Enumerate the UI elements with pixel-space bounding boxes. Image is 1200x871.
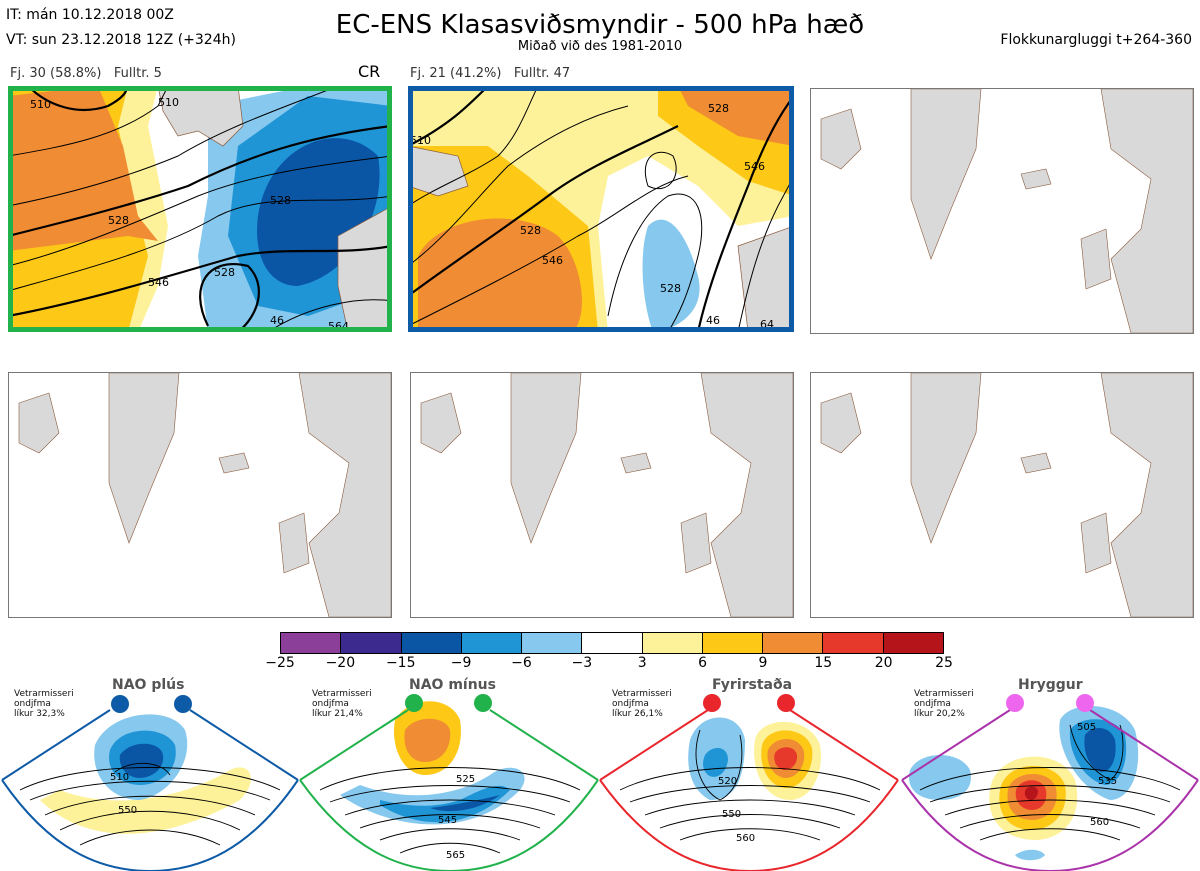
colorbar-tick-label: 6 [698,655,707,671]
empty-map-4[interactable] [8,372,392,618]
cluster-1-contour-label: 46 [270,314,284,327]
regime-1-contour-label: 550 [118,805,137,816]
regime-4-prob: líkur 20,2% [914,709,965,719]
regime-3-season: Vetrarmisseri [612,689,672,699]
regime-3-title: Fyrirstaða [712,677,793,693]
colorbar-segment [883,633,943,653]
colorbar-tick-label: 15 [814,655,833,671]
colorbar-tick-label: −3 [571,655,593,671]
regime-3-prob: líkur 26,1% [612,709,663,719]
regime-2-season: Vetrarmisseri [312,689,372,699]
cluster-1-tag: CR [358,62,381,81]
colorbar-tick-label: 3 [637,655,647,671]
regime-1-prob: líkur 32,3% [14,709,65,719]
regime-1-period: ondjfma [14,699,51,709]
cluster-2-contour-label: 546 [542,254,563,267]
cluster-1-contour-label: 528 [108,214,129,227]
cluster-2-border [408,86,794,332]
colorbar-segment [642,633,703,653]
regime-3-period: ondjfma [612,699,649,709]
cluster-2-contour-label: 528 [708,102,729,115]
regime-4-meta: Vetrarmisseri ondjfma líkur 20,2% [914,689,974,719]
cluster-2-map[interactable]: 510 528 528 546 528 546 46 64 [408,86,794,332]
initial-time: IT: mán 10.12.2018 00Z [6,7,174,23]
cluster-1-contour-label: 528 [214,266,235,279]
regime-2-contour-label: 545 [438,815,457,826]
cluster-1-representative: Fulltr. 5 [113,66,162,81]
cluster-2-contour-label: 546 [744,160,765,173]
regime-2-title: NAO mínus [409,677,496,693]
colorbar-tick-label: 9 [758,655,768,671]
regime-4-contour-label: 535 [1098,776,1117,787]
regime-2-contour-label: 525 [456,774,475,785]
cluster-1-map[interactable]: 510 510 528 546 528 528 46 564 [8,86,392,332]
colorbar-segment [823,633,884,653]
regime-maps: 510 550 525 545 565 [1,694,1199,871]
regime-2-map: 525 545 565 [299,694,599,871]
cluster-2-contour-label: 528 [520,224,541,237]
page-title: EC-ENS Klasasviðsmyndir - 500 hPa hæð [335,10,865,40]
colorbar-tick-label: −6 [511,655,532,671]
regime-2-period: ondjfma [312,699,349,709]
cluster-2-contour-label: 528 [660,282,681,295]
colorbar-tick-label: −20 [325,655,356,671]
regime-4-period: ondjfma [914,699,951,709]
regime-4-map: 505 535 560 [901,694,1199,871]
cluster-2-contour-label: 510 [410,134,431,147]
regime-4-contour-label: 560 [1090,817,1109,828]
cluster-1-label: Fj. 30 (58.8%) Fulltr. 5 [10,66,162,81]
colorbar-segment [582,633,643,653]
valid-time: VT: sun 23.12.2018 12Z (+324h) [6,32,236,48]
cluster-2-representative: Fulltr. 47 [513,66,571,81]
regime-1-title: NAO plús [112,677,185,693]
page-subtitle: Miðað við des 1981-2010 [517,39,683,54]
regime-3-contour-label: 550 [722,809,741,820]
colorbar-segment [763,633,824,653]
regime-3-meta: Vetrarmisseri ondjfma líkur 26,1% [612,689,672,719]
colorbar-segment [401,633,462,653]
cluster-1-border [8,86,392,332]
cluster-1-contour-label: 546 [148,276,169,289]
colorbar-segment [281,633,342,653]
colorbar-tick-label: 20 [874,655,893,671]
anomaly-colorbar [280,632,944,654]
regime-4-title: Hryggur [1018,677,1083,693]
cluster-1-contour-label: 510 [30,98,51,111]
regime-1-map: 510 550 [1,695,299,871]
cluster-1-contour-label: 528 [270,194,291,207]
colorbar-tick-label: 25 [935,655,953,671]
colorbar-segment [341,633,402,653]
cluster-2-contour-label: 46 [706,314,720,327]
regime-3-contour-label: 520 [718,776,737,787]
regime-2-meta: Vetrarmisseri ondjfma líkur 21,4% [312,689,372,719]
empty-map-5[interactable] [410,372,794,618]
cluster-2-label: Fj. 21 (41.2%) Fulltr. 47 [410,66,570,81]
colorbar-segment [461,633,523,653]
colorbar-tick-label: −9 [450,655,472,671]
colorbar-tick-label: −15 [385,655,416,671]
empty-map-6[interactable] [810,372,1194,618]
regime-3-contour-label: 560 [736,833,755,844]
cluster-1-contour-label: 510 [158,96,179,109]
cluster-1-count: Fj. 30 (58.8%) [10,66,102,81]
colorbar-segment [702,633,764,653]
empty-map-3[interactable] [810,88,1194,334]
regime-4-season: Vetrarmisseri [914,689,974,699]
regime-2-contour-label: 565 [446,850,465,861]
cluster-2-count: Fj. 21 (41.2%) [410,66,502,81]
regime-3-map: 520 550 560 [599,694,899,871]
regime-1-season: Vetrarmisseri [14,689,74,699]
colorbar-segment [522,633,583,653]
regime-2-prob: líkur 21,4% [312,709,363,719]
regime-1-contour-label: 510 [110,772,129,783]
regime-4-contour-label: 505 [1077,722,1096,733]
colorbar-tick-label: −25 [265,655,295,671]
classification-window: Flokkunargluggi t+264-360 [1000,32,1192,48]
regime-1-meta: Vetrarmisseri ondjfma líkur 32,3% [14,689,74,719]
